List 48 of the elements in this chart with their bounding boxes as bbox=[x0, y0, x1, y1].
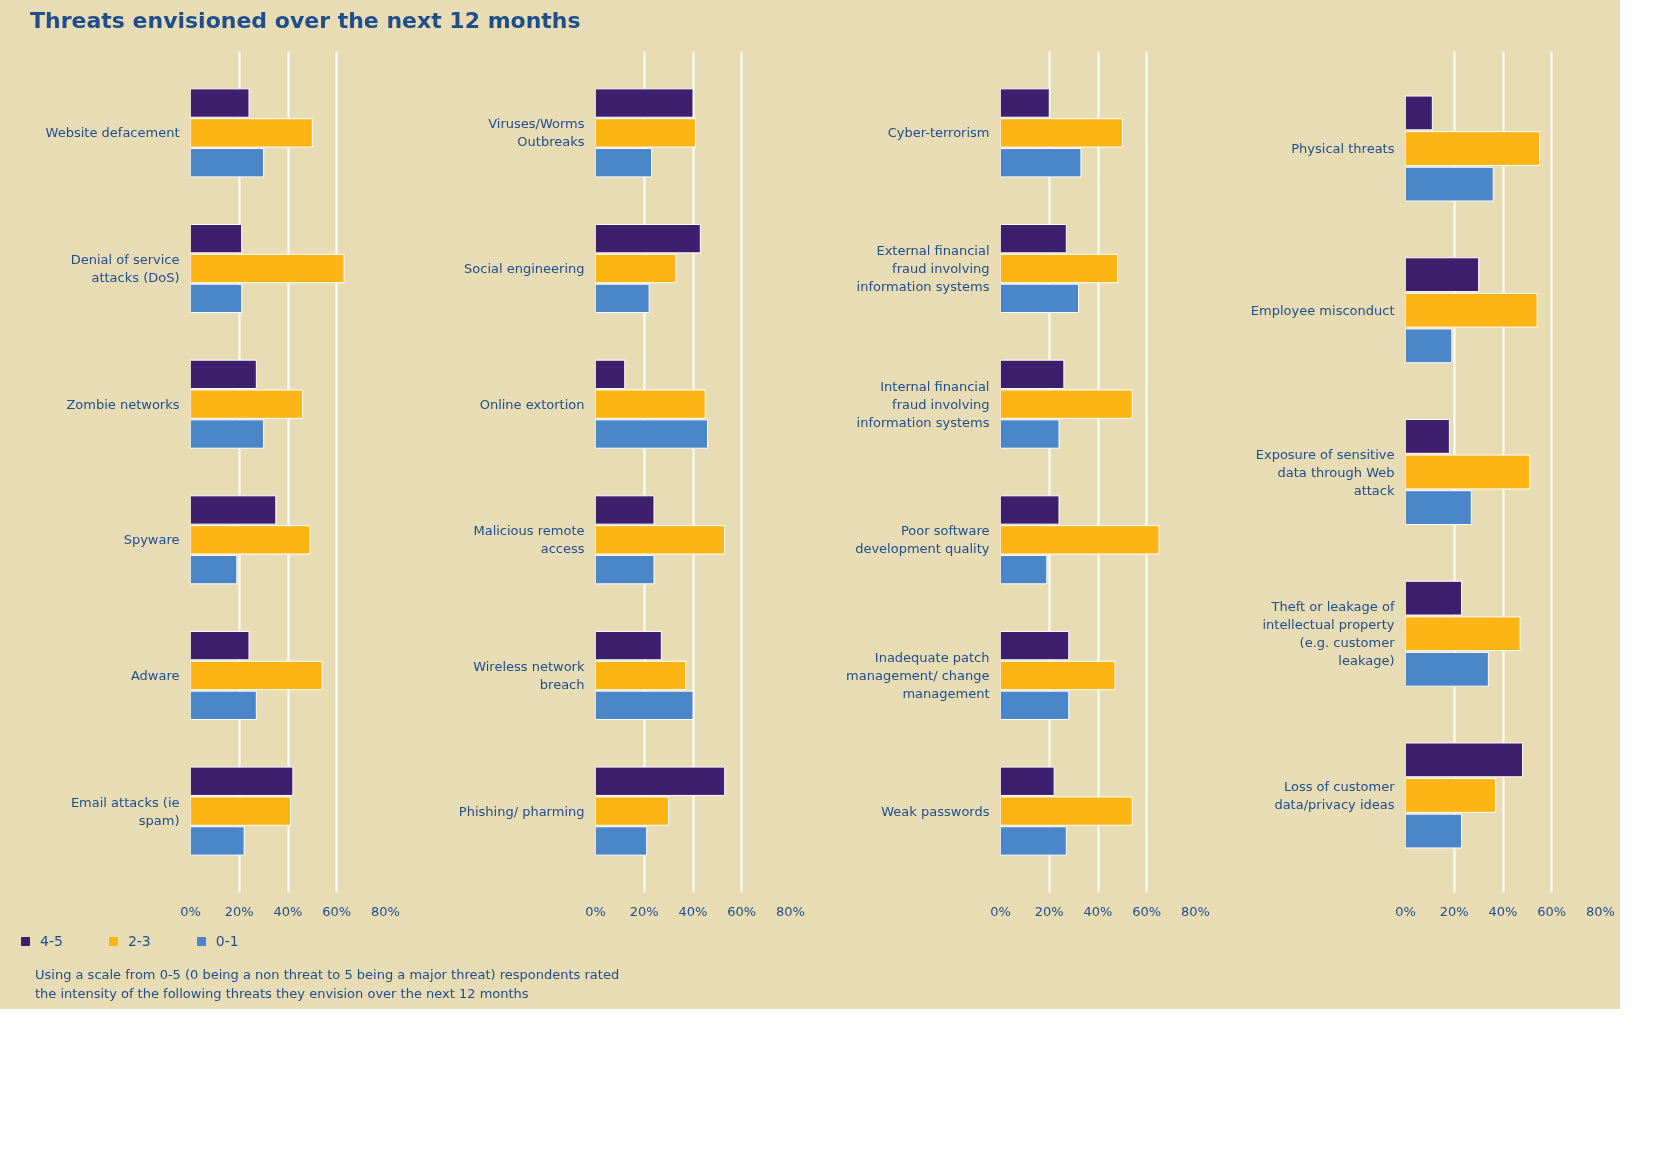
x-tick-label: 60% bbox=[1537, 903, 1567, 919]
y-tick-label: Poor software development quality bbox=[855, 523, 990, 557]
x-tick-label: 40% bbox=[273, 903, 303, 919]
x-tick-label: 80% bbox=[1181, 903, 1210, 919]
y-tick-label: Employee misconduct bbox=[1250, 303, 1395, 319]
x-tick-label: 40% bbox=[678, 903, 708, 919]
y-tick-label: Loss of customer data/privacy ideas bbox=[1274, 779, 1396, 813]
text: Using a scale from 0-5 (0 being a non threat to 5 being a major threat) respondents rated the intensity of the following threats they envision over the next 12 months bbox=[35, 966, 621, 1003]
chart-title: Threats envisioned over the next 12 months bbox=[30, 7, 581, 35]
y-tick-label: Internal financial fraud involving information systems bbox=[856, 379, 990, 431]
y-tick-label: Social engineering bbox=[464, 261, 585, 277]
y-tick-label: Denial of service attacks (DoS) bbox=[70, 252, 180, 286]
y-tick-label: Website defacement bbox=[45, 125, 180, 141]
y-tick-label: Theft or leakage of intellectual property (e.g. customer leakage) bbox=[1262, 599, 1396, 669]
y-tick-label: Wireless network breach bbox=[473, 659, 585, 693]
x-tick-label: 40% bbox=[1083, 903, 1113, 919]
legend-label: 4-5 bbox=[40, 933, 63, 950]
x-tick-label: 0% bbox=[990, 903, 1011, 919]
x-tick-label: 40% bbox=[1488, 903, 1518, 919]
x-tick-label: 20% bbox=[629, 903, 659, 919]
x-tick-label: 0% bbox=[585, 903, 606, 919]
y-tick-label: Phishing/ pharming bbox=[458, 804, 585, 820]
x-tick-label: 60% bbox=[322, 903, 352, 919]
y-tick-label: External financial fraud involving information systems bbox=[856, 243, 990, 295]
y-tick-label: Zombie networks bbox=[66, 397, 180, 413]
x-tick-label: 80% bbox=[776, 903, 805, 919]
x-tick-label: 0% bbox=[1395, 903, 1416, 919]
x-tick-label: 80% bbox=[371, 903, 400, 919]
x-tick-label: 80% bbox=[1586, 903, 1615, 919]
legend-label: 0-1 bbox=[215, 933, 239, 950]
y-tick-label: Spyware bbox=[123, 532, 180, 548]
x-tick-label: 60% bbox=[1132, 903, 1162, 919]
y-tick-label: Weak passwords bbox=[881, 804, 990, 820]
y-tick-label: Physical threats bbox=[1291, 141, 1395, 157]
x-tick-label: 20% bbox=[1034, 903, 1064, 919]
y-tick-label: Cyber-terrorism bbox=[887, 125, 990, 141]
y-tick-label: Online extortion bbox=[479, 397, 585, 413]
x-tick-label: 20% bbox=[1439, 903, 1469, 919]
y-tick-label: Inadequate patch management/ change management bbox=[846, 650, 990, 702]
y-tick-label: Viruses/Worms Outbreaks bbox=[488, 116, 585, 150]
legend-label: 2-3 bbox=[127, 933, 151, 950]
x-tick-label: 20% bbox=[224, 903, 254, 919]
y-tick-label: Exposure of sensitive data through Web attack bbox=[1255, 446, 1395, 498]
x-tick-label: 0% bbox=[180, 903, 201, 919]
y-tick-label: Email attacks (ie spam) bbox=[70, 795, 180, 829]
x-tick-label: 60% bbox=[727, 903, 757, 919]
y-tick-label: Adware bbox=[130, 668, 180, 684]
y-tick-label: Malicious remote access bbox=[473, 523, 585, 557]
